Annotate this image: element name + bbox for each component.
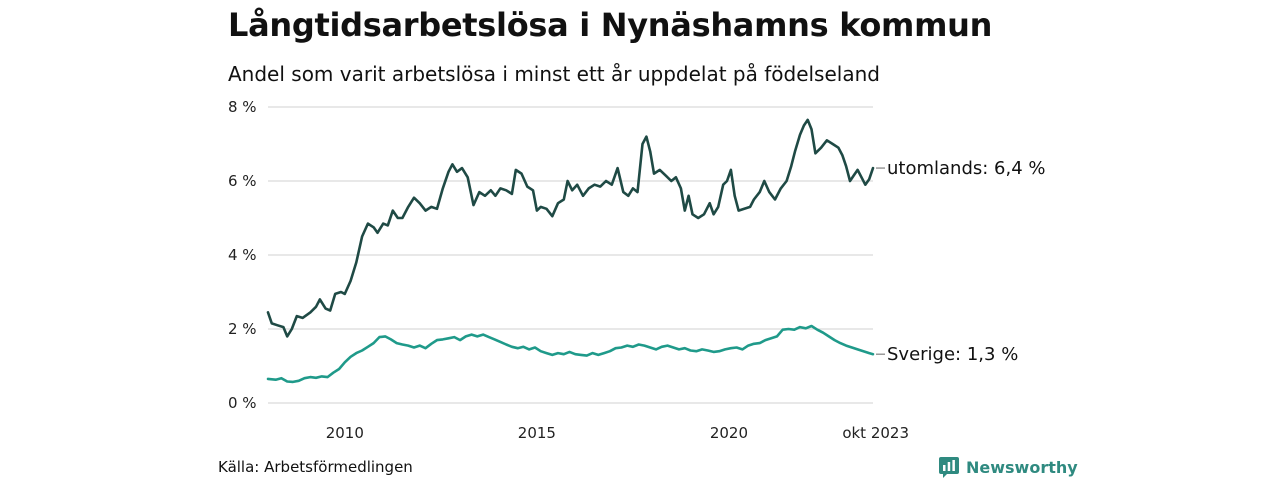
end-label-utomlands: utomlands: 6,4 %: [887, 158, 1046, 179]
y-tick-label: 6 %: [228, 172, 257, 190]
end-label-sverige: Sverige: 1,3 %: [887, 344, 1018, 365]
newsworthy-logo-icon: [939, 457, 959, 478]
x-tick-label: 2020: [710, 424, 748, 442]
y-axis-ticks: 0 % 2 % 4 % 6 % 8 %: [228, 98, 257, 412]
y-tick-label: 2 %: [228, 320, 257, 338]
gridlines: [268, 106, 873, 404]
chart-title: Långtidsarbetslösa i Nynäshamns kommun: [228, 6, 993, 44]
y-tick-label: 4 %: [228, 246, 257, 264]
x-tick-label: 2010: [326, 424, 364, 442]
x-tick-label: okt 2023: [842, 424, 909, 442]
series-lines: [266, 118, 875, 384]
brand-logo: Newsworthy: [938, 456, 1078, 478]
series-line-sverige: [266, 324, 875, 384]
x-axis-ticks: 2010 2015 2020 okt 2023: [326, 424, 909, 442]
series-end-labels: utomlands: 6,4 % Sverige: 1,3 %: [876, 158, 1046, 365]
chart-subtitle: Andel som varit arbetslösa i minst ett å…: [228, 62, 880, 86]
source-note: Källa: Arbetsförmedlingen: [218, 458, 413, 476]
brand-name: Newsworthy: [966, 457, 1078, 477]
x-tick-label: 2015: [518, 424, 556, 442]
y-tick-label: 8 %: [228, 98, 257, 116]
series-line-utomlands: [266, 118, 875, 338]
y-tick-label: 0 %: [228, 394, 257, 412]
